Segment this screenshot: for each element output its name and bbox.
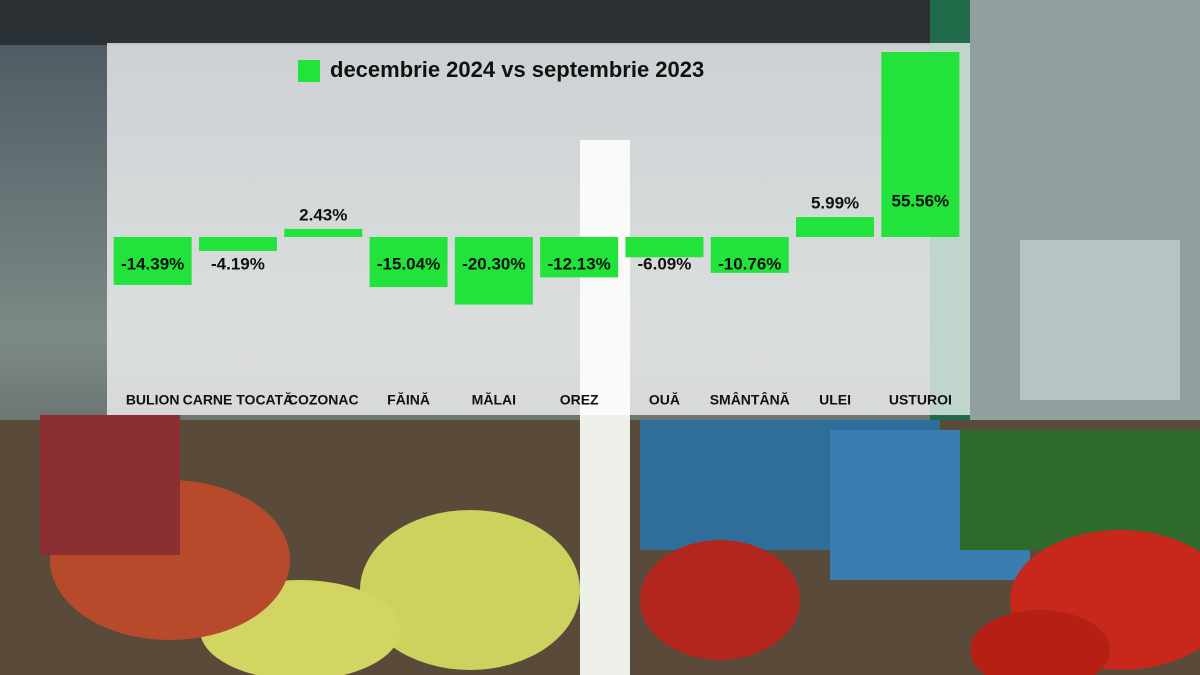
x-tick-label: CARNE TOCATĂ: [183, 392, 294, 408]
x-tick-label: MĂLAI: [472, 392, 516, 408]
value-label: 55.56%: [892, 191, 950, 210]
bar: [454, 237, 533, 305]
value-label: -14.39%: [121, 254, 184, 273]
bar: [881, 52, 960, 237]
value-label: -6.09%: [638, 254, 692, 273]
x-tick-label: FĂINĂ: [387, 392, 430, 408]
value-label: -12.13%: [547, 254, 610, 273]
legend-label: decembrie 2024 vs septembrie 2023: [330, 57, 704, 82]
x-tick-label: USTUROI: [889, 392, 952, 408]
bar: [625, 237, 704, 258]
value-label: -20.30%: [462, 254, 525, 273]
bar: [796, 217, 875, 237]
x-tick-label: SMÂNTÂNĂ: [710, 391, 790, 408]
value-label: 5.99%: [811, 194, 859, 213]
x-tick-label: OREZ: [560, 392, 599, 408]
x-tick-label: COZONAC: [288, 392, 359, 408]
value-label: -10.76%: [718, 254, 781, 273]
x-tick-label: ULEI: [819, 392, 851, 408]
bar: [284, 228, 363, 237]
value-label: -4.19%: [211, 254, 265, 273]
bar: [198, 237, 277, 251]
x-tick-label: BULION: [126, 392, 180, 408]
bar: [113, 237, 192, 285]
bar: [369, 237, 448, 288]
x-tick-label: OUĂ: [649, 392, 680, 408]
bar: [710, 237, 789, 273]
value-label: 2.43%: [299, 205, 347, 224]
legend-swatch: [298, 60, 320, 82]
bar: [540, 237, 619, 278]
value-label: -15.04%: [377, 254, 440, 273]
